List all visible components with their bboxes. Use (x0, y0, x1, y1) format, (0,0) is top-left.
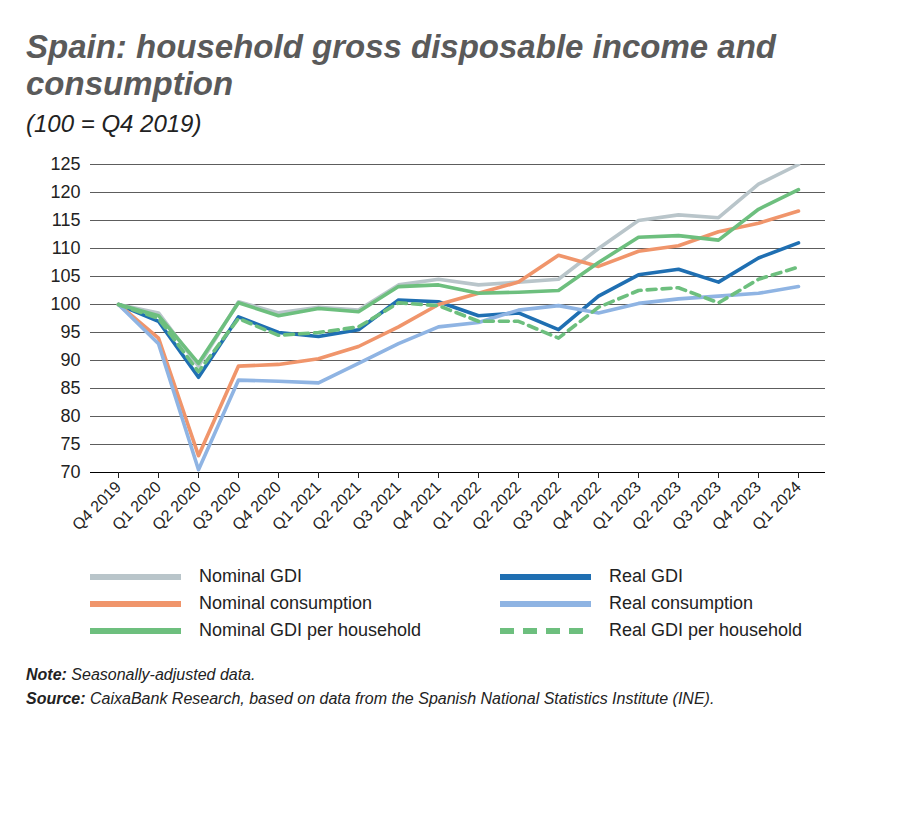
svg-text:Q3 2022: Q3 2022 (508, 478, 565, 534)
svg-text:105: 105 (50, 266, 80, 286)
svg-text:Q1 2021: Q1 2021 (268, 478, 325, 534)
svg-text:Q1 2022: Q1 2022 (428, 478, 485, 534)
svg-text:75: 75 (60, 434, 80, 454)
svg-text:Q3 2023: Q3 2023 (668, 478, 725, 534)
svg-text:Q3 2020: Q3 2020 (188, 478, 245, 534)
html-text:Note: Seasonally-adjusted data: Note: Seasonally-adjusted data. (26, 666, 256, 683)
svg-text:125: 125 (50, 154, 80, 174)
svg-text:Q2 2021: Q2 2021 (308, 478, 365, 534)
svg-text:Q4 2019: Q4 2019 (68, 478, 125, 534)
svg-text:100: 100 (50, 294, 80, 314)
svg-text:85: 85 (60, 378, 80, 398)
svg-text:Q1 2023: Q1 2023 (588, 478, 645, 534)
svg-text:90: 90 (60, 350, 80, 370)
svg-text:Q4 2022: Q4 2022 (548, 478, 605, 534)
svg-text:Q4 2020: Q4 2020 (228, 478, 285, 534)
svg-text:Q2 2023: Q2 2023 (628, 478, 685, 534)
svg-text:70: 70 (60, 462, 80, 482)
svg-text:Q3 2021: Q3 2021 (348, 478, 405, 534)
svg-text:Q4 2023: Q4 2023 (708, 478, 765, 534)
svg-text:Q4 2021: Q4 2021 (388, 478, 445, 534)
html-text:Nominal consumption: Nominal consumption (199, 593, 373, 613)
html-text:Real consumption: Real consumption (609, 593, 754, 613)
svg-text:Q1 2024: Q1 2024 (749, 478, 804, 533)
html-text:Spain: household gross disposa: Spain: household gross disposable income… (26, 28, 776, 102)
svg-text:120: 120 (50, 182, 80, 202)
svg-text:115: 115 (52, 210, 81, 230)
svg-text:80: 80 (60, 406, 80, 426)
html-text:Source: CaixaBank Research, ba: Source: CaixaBank Research, based on dat… (26, 690, 715, 707)
svg-text:Q1 2020: Q1 2020 (108, 478, 165, 534)
svg-text:95: 95 (60, 322, 80, 342)
svg-text:Q2 2022: Q2 2022 (468, 478, 525, 534)
html-text:Real GDI per household: Real GDI per household (609, 620, 803, 640)
html-text:Nominal GDI per household: Nominal GDI per household (199, 620, 422, 640)
svg-text:110: 110 (52, 238, 81, 258)
html-text:(100 = Q4 2019): (100 = Q4 2019) (26, 110, 202, 137)
html-text:Real GDI: Real GDI (609, 566, 683, 586)
html-text:Nominal GDI: Nominal GDI (199, 566, 302, 586)
svg-text:Q2 2020: Q2 2020 (148, 478, 205, 534)
